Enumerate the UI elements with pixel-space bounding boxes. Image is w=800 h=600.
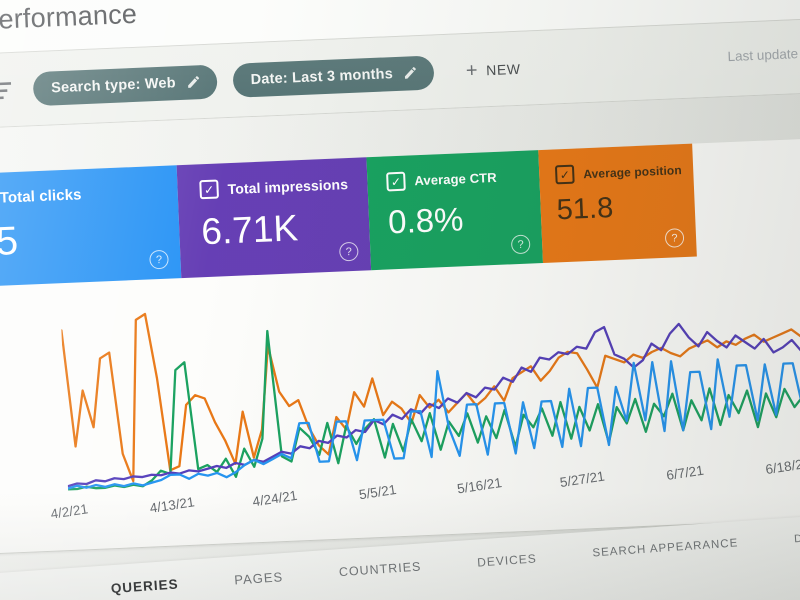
- series-line-average-ctr-: [66, 329, 800, 491]
- help-icon[interactable]: ?: [664, 228, 685, 248]
- date-range-chip[interactable]: Date: Last 3 months: [231, 54, 435, 98]
- x-axis-label: 6/7/21: [665, 462, 705, 484]
- checkbox-total-impressions[interactable]: ✓: [199, 179, 220, 200]
- metric-tile-average-ctr[interactable]: ✓ Average CTR 0.8% ?: [366, 150, 543, 271]
- help-icon[interactable]: ?: [510, 234, 531, 255]
- page-content: ✓ Total clicks 55 ? ✓ Total impressions …: [0, 91, 800, 600]
- tab-dates[interactable]: DATES: [794, 531, 800, 546]
- x-axis-label: 4/24/21: [251, 487, 298, 510]
- checkbox-average-ctr[interactable]: ✓: [386, 171, 406, 192]
- series-line-total-clicks-per-day-: [66, 358, 800, 490]
- tab-pages[interactable]: PAGES: [233, 569, 284, 588]
- filter-bar: Search type: Web Date: Last 3 months + N…: [0, 17, 800, 130]
- edit-pencil-icon: [404, 67, 416, 79]
- metric-tiles-row: ✓ Total clicks 55 ? ✓ Total impressions …: [0, 136, 800, 288]
- tab-search-appearance[interactable]: SEARCH APPEARANCE: [592, 537, 739, 560]
- x-axis-label: 5/16/21: [456, 474, 504, 497]
- x-axis-label: 5/5/21: [357, 481, 397, 503]
- tab-devices[interactable]: DEVICES: [476, 551, 538, 570]
- metric-value: 51.8: [556, 192, 614, 227]
- x-axis-label: 5/27/21: [559, 468, 606, 491]
- new-filter-button[interactable]: + NEW: [459, 57, 527, 82]
- search-type-chip-label: Search type: Web: [50, 74, 177, 96]
- filter-list-icon[interactable]: [0, 80, 14, 101]
- metric-label: Average CTR: [414, 169, 497, 189]
- metric-tile-total-clicks[interactable]: ✓ Total clicks 55 ?: [0, 165, 182, 288]
- metric-label: Average position: [582, 162, 683, 181]
- performance-chart-card: ✓ Total clicks 55 ? ✓ Total impressions …: [0, 136, 800, 556]
- metric-tile-total-impressions[interactable]: ✓ Total impressions 6.71K ?: [176, 157, 372, 279]
- page-title: Performance: [0, 0, 138, 35]
- checkbox-average-position[interactable]: ✓: [554, 164, 575, 185]
- metric-tile-average-position[interactable]: ✓ Average position 51.8 ?: [538, 143, 697, 263]
- x-axis-label: 4/13/21: [148, 494, 196, 516]
- metric-label: Total impressions: [227, 175, 349, 197]
- plus-icon: +: [465, 59, 479, 82]
- new-filter-label: NEW: [485, 60, 521, 78]
- x-axis-label: 6/18/21: [764, 455, 800, 478]
- help-icon[interactable]: ?: [149, 249, 169, 270]
- tab-countries[interactable]: COUNTRIES: [338, 559, 422, 580]
- help-icon[interactable]: ?: [338, 241, 359, 262]
- last-update-text: Last update: [727, 46, 799, 65]
- series-line-total-impressions-per-day-: [66, 322, 800, 488]
- x-axis-label: 4/2/21: [49, 501, 89, 522]
- search-type-chip[interactable]: Search type: Web: [32, 64, 218, 106]
- date-range-chip-label: Date: Last 3 months: [250, 65, 394, 88]
- edit-pencil-icon: [187, 76, 199, 88]
- performance-line-chart: [60, 262, 800, 498]
- tab-queries[interactable]: QUERIES: [110, 576, 180, 597]
- metric-label: Total clicks: [0, 186, 82, 207]
